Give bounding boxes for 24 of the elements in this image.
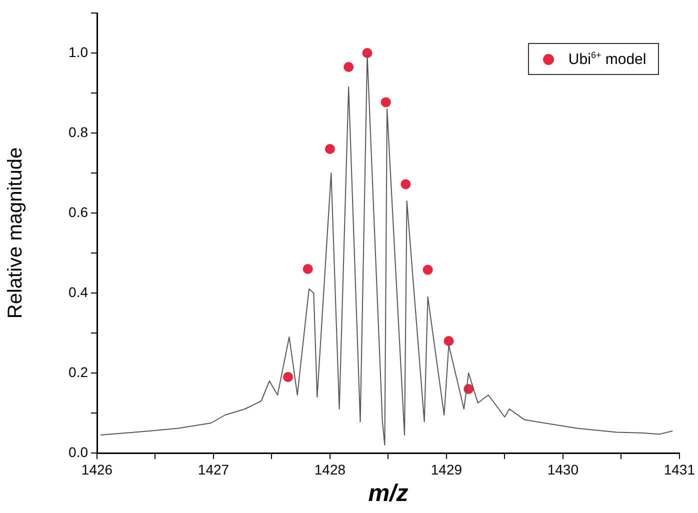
point <box>302 264 313 274</box>
y-tick-label: 0.0 <box>68 444 88 460</box>
point <box>422 264 433 275</box>
point <box>380 97 391 108</box>
point <box>400 179 411 190</box>
y-tick-label: 0.8 <box>68 124 88 140</box>
y-tick-label: 0.4 <box>68 284 88 300</box>
point <box>344 62 354 72</box>
x-tick-label: 1429 <box>430 461 462 478</box>
x-tick-label: 1430 <box>547 461 579 478</box>
x-tick-label: 1426 <box>81 461 113 478</box>
y-tick-label: 1.0 <box>68 44 88 60</box>
legend-label: Ubi$^{6+}$ model <box>568 50 646 68</box>
x-tick-label: 1428 <box>314 461 346 478</box>
y-axis-title: Relative magnitude <box>4 147 27 319</box>
point <box>324 144 335 154</box>
x-tick-label: 1431 <box>664 461 696 478</box>
point <box>283 372 294 382</box>
point <box>444 336 454 346</box>
y-tick-label: 0.2 <box>68 364 88 380</box>
y-tick-label: 0.6 <box>68 204 88 220</box>
x-tick-label: 1427 <box>198 461 230 478</box>
x-axis-title: m/z <box>368 480 408 508</box>
point <box>362 48 372 58</box>
